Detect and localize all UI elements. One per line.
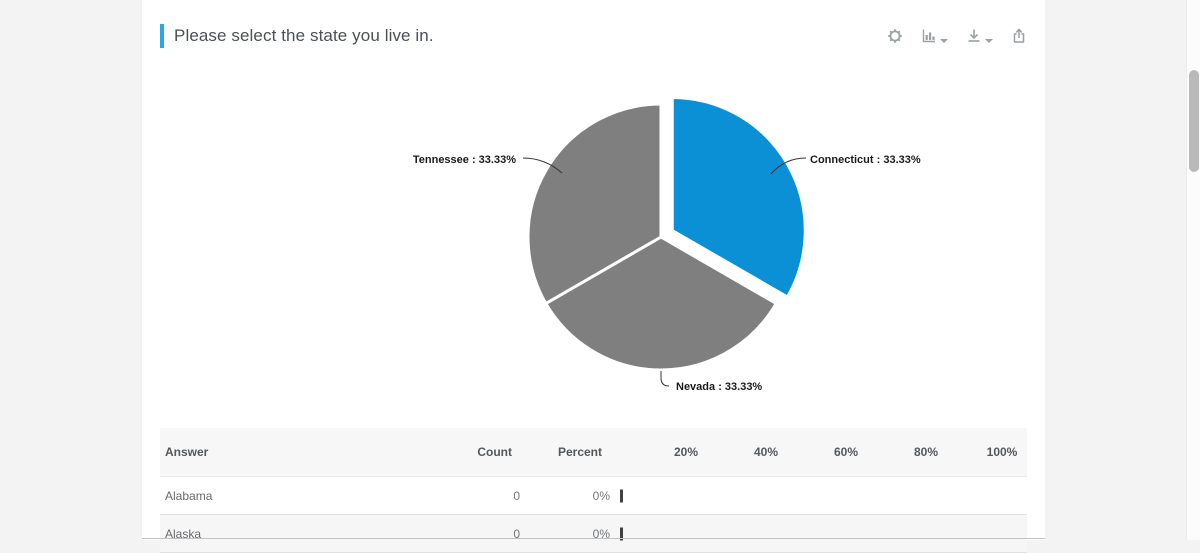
settings-button[interactable] [887,28,903,44]
zero-percent-bar [620,527,623,540]
vertical-scrollbar[interactable] [1186,0,1200,540]
column-header-percent: Percent [557,445,602,459]
gear-icon [887,28,903,44]
percent-bar-cell [610,477,1027,514]
share-export-icon [1011,28,1027,44]
label-leader-tennessee [522,157,563,174]
pie-slice-tennessee[interactable] [526,102,663,305]
question-title: Please select the state you live in. [174,26,434,45]
chevron-down-icon [985,39,993,43]
answers-table: Answer Count Percent 20% 40% 60% 80% 100… [160,428,1027,553]
bar-chart-icon [921,28,937,44]
table-header-row: Answer Count Percent 20% 40% 60% 80% 100… [160,428,1027,477]
pie-chart: Tennessee : 33.33% Connecticut : 33.33% … [142,52,1045,420]
scale-label-20: 20% [673,445,699,459]
column-header-answer: Answer [165,445,209,459]
percent-bar-cell [610,515,1027,552]
label-leader-connecticut [770,157,807,175]
pie-label-nevada: Nevada : 33.33% [676,381,762,393]
count-value: 0 [513,488,520,503]
answer-label: Alabama [165,488,213,503]
share-button[interactable] [1011,28,1027,44]
scale-label-100: 100% [986,445,1018,459]
download-icon [966,28,982,44]
card-bottom-divider [142,538,1045,539]
pie-slice-nevada[interactable] [544,235,778,372]
pie-label-tennessee: Tennessee : 33.33% [413,154,516,166]
pie-slice-connecticut[interactable] [670,96,807,299]
chevron-down-icon [940,39,948,43]
answer-label: Alaska [165,526,202,541]
download-button[interactable] [966,28,993,44]
scale-label-80: 80% [913,445,939,459]
title-accent-bar [160,24,164,48]
zero-percent-bar [620,489,623,502]
chart-toolbar [887,28,1027,44]
card-header: Please select the state you live in. [142,0,1045,52]
label-leader-nevada [660,371,670,387]
scale-label-40: 40% [753,445,779,459]
percent-value: 0% [592,488,610,503]
chart-type-button[interactable] [921,28,948,44]
table-row-alaska[interactable]: Alaska 0 0% [160,515,1027,553]
scrollbar-thumb[interactable] [1189,70,1199,172]
table-row-alabama[interactable]: Alabama 0 0% [160,477,1027,515]
column-header-count: Count [477,445,512,459]
question-result-card: Please select the state you live in. [142,0,1045,553]
scale-label-60: 60% [833,445,859,459]
percent-scale-header: 20% 40% 60% 80% 100% [610,428,1027,476]
count-value: 0 [513,526,520,541]
pie-label-connecticut: Connecticut : 33.33% [810,154,921,166]
percent-value: 0% [592,526,610,541]
